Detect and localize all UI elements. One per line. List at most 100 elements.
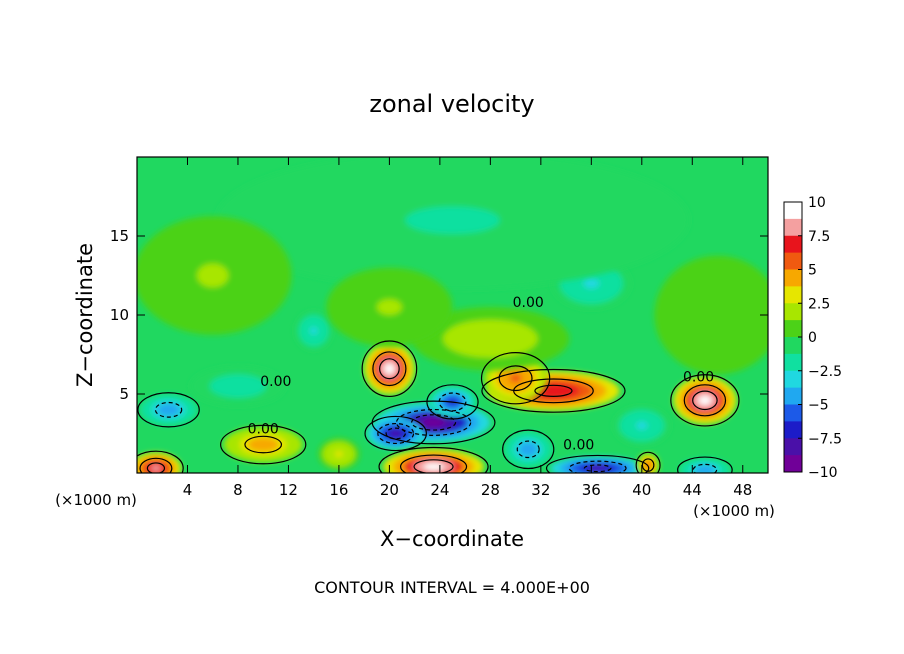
contour-line-zero — [481, 368, 626, 413]
contour-line-positive — [139, 457, 173, 473]
field-feature — [613, 405, 671, 446]
contour-line-negative — [377, 422, 415, 445]
contour-line-zero — [480, 352, 551, 405]
field-level — [390, 430, 402, 437]
colorbar-swatch — [784, 235, 802, 254]
contour-label: 0.00 — [260, 374, 291, 390]
colorbar: 10 7.5 5 2.5 0 −2.5 −5 −7.5 −10 — [783, 195, 842, 481]
x-tick-label: 48 — [733, 481, 752, 499]
contour-line-zero — [426, 384, 479, 420]
x-tick-label: 4 — [183, 481, 193, 499]
colorbar-swatch — [784, 320, 802, 338]
field-level — [422, 418, 445, 427]
chart-title: zonal velocity — [369, 90, 534, 118]
x-tick-label: 12 — [279, 481, 298, 499]
field-feature — [215, 157, 690, 290]
field-level — [405, 206, 500, 235]
contour-line-zero — [137, 450, 184, 473]
colorbar-tick-label: 7.5 — [808, 229, 830, 245]
colorbar-tick-label: −10 — [808, 465, 838, 481]
contour-line-positive — [641, 458, 655, 472]
x-tick-label: 40 — [632, 481, 651, 499]
field-level — [423, 463, 444, 471]
y-axis-label: Z−coordinate — [73, 243, 97, 387]
contour-line-zero — [502, 429, 555, 470]
contour-label: 0.00 — [513, 295, 544, 311]
field-feature — [654, 255, 768, 375]
colorbar-swatch — [784, 455, 802, 473]
x-unit-right: (×1000 m) — [693, 502, 775, 520]
field-feature — [673, 376, 737, 425]
colorbar-tick-label: −7.5 — [808, 431, 842, 447]
x-tick-label: 24 — [430, 481, 449, 499]
contour-line-zero — [677, 456, 733, 473]
x-tick-label: 8 — [233, 481, 243, 499]
colorbar-tick-label: 10 — [808, 195, 826, 211]
field-level — [636, 421, 648, 430]
field-level — [162, 406, 175, 413]
x-tick-label: 36 — [582, 481, 601, 499]
field-level — [509, 373, 522, 383]
x-tick-label: 32 — [531, 481, 550, 499]
colorbar-swatch — [784, 218, 802, 237]
contour-line-negative — [438, 392, 467, 412]
colorbar-swatch — [784, 337, 802, 355]
contour-line-zero — [378, 446, 489, 473]
colorbar-swatch — [784, 202, 802, 220]
field-level — [588, 465, 608, 471]
contour-line-zero — [670, 374, 740, 427]
contour-line-positive — [534, 384, 573, 397]
x-tick-label: 20 — [380, 481, 399, 499]
colorbar-swatch — [784, 286, 802, 304]
colorbar-swatch — [784, 269, 802, 287]
field-feature — [504, 431, 552, 468]
colorbar-tick-label: −5 — [808, 398, 829, 414]
x-axis-ticks: 4 8 12 16 20 24 28 32 36 40 44 48 — [183, 157, 752, 499]
field-feature — [679, 457, 731, 473]
field-level — [699, 467, 710, 473]
contour-line-positive — [692, 390, 718, 411]
field-feature — [318, 438, 360, 470]
field-level — [645, 462, 651, 468]
y-tick-label: 15 — [110, 227, 129, 245]
field-feature — [294, 311, 333, 351]
contour-line-zero — [635, 451, 661, 473]
field-level — [150, 465, 161, 472]
x-tick-label: 16 — [329, 481, 348, 499]
field-level — [196, 263, 229, 288]
colorbar-tick-label: 5 — [808, 263, 817, 279]
contour-lines — [137, 340, 740, 473]
field-level — [309, 326, 318, 335]
colorbar-tick-label: 2.5 — [808, 296, 830, 312]
plot-area: 0.000.000.000.000.00 4 8 12 16 20 24 28 32 36 40 4… — [110, 156, 769, 499]
colorbar-swatch — [784, 404, 802, 422]
contour-line-zero — [220, 424, 307, 465]
contour-line-zero — [364, 415, 427, 452]
contour-line-zero — [137, 392, 200, 428]
field-feature — [137, 216, 292, 335]
contour-label: 0.00 — [248, 422, 279, 438]
field-level — [384, 363, 395, 374]
contour-line-negative — [154, 401, 183, 418]
field-feature — [140, 394, 197, 426]
field-feature — [367, 417, 425, 450]
heatmap-field — [137, 157, 768, 473]
contour-line-negative — [385, 427, 406, 440]
field-level — [698, 395, 712, 406]
contour-line-negative — [583, 464, 612, 473]
field-feature — [550, 456, 645, 473]
contour-labels: 0.00 0.00 0.00 0.00 0.00 — [248, 295, 715, 453]
field-feature — [190, 366, 286, 406]
contour-line-positive — [399, 454, 468, 473]
x-unit-left: (×1000 m) — [55, 491, 137, 509]
colorbar-tick-label: −2.5 — [808, 364, 842, 380]
colorbar-swatch — [784, 421, 802, 439]
field-feature — [223, 426, 303, 463]
colorbar-tick-label: 0 — [808, 330, 817, 346]
contour-interval-note: CONTOUR INTERVAL = 4.000E+00 — [314, 578, 590, 597]
contour-line-positive — [683, 384, 727, 417]
field-level — [583, 278, 600, 289]
contour-label: 0.00 — [563, 437, 594, 453]
contour-line-negative — [395, 408, 472, 436]
